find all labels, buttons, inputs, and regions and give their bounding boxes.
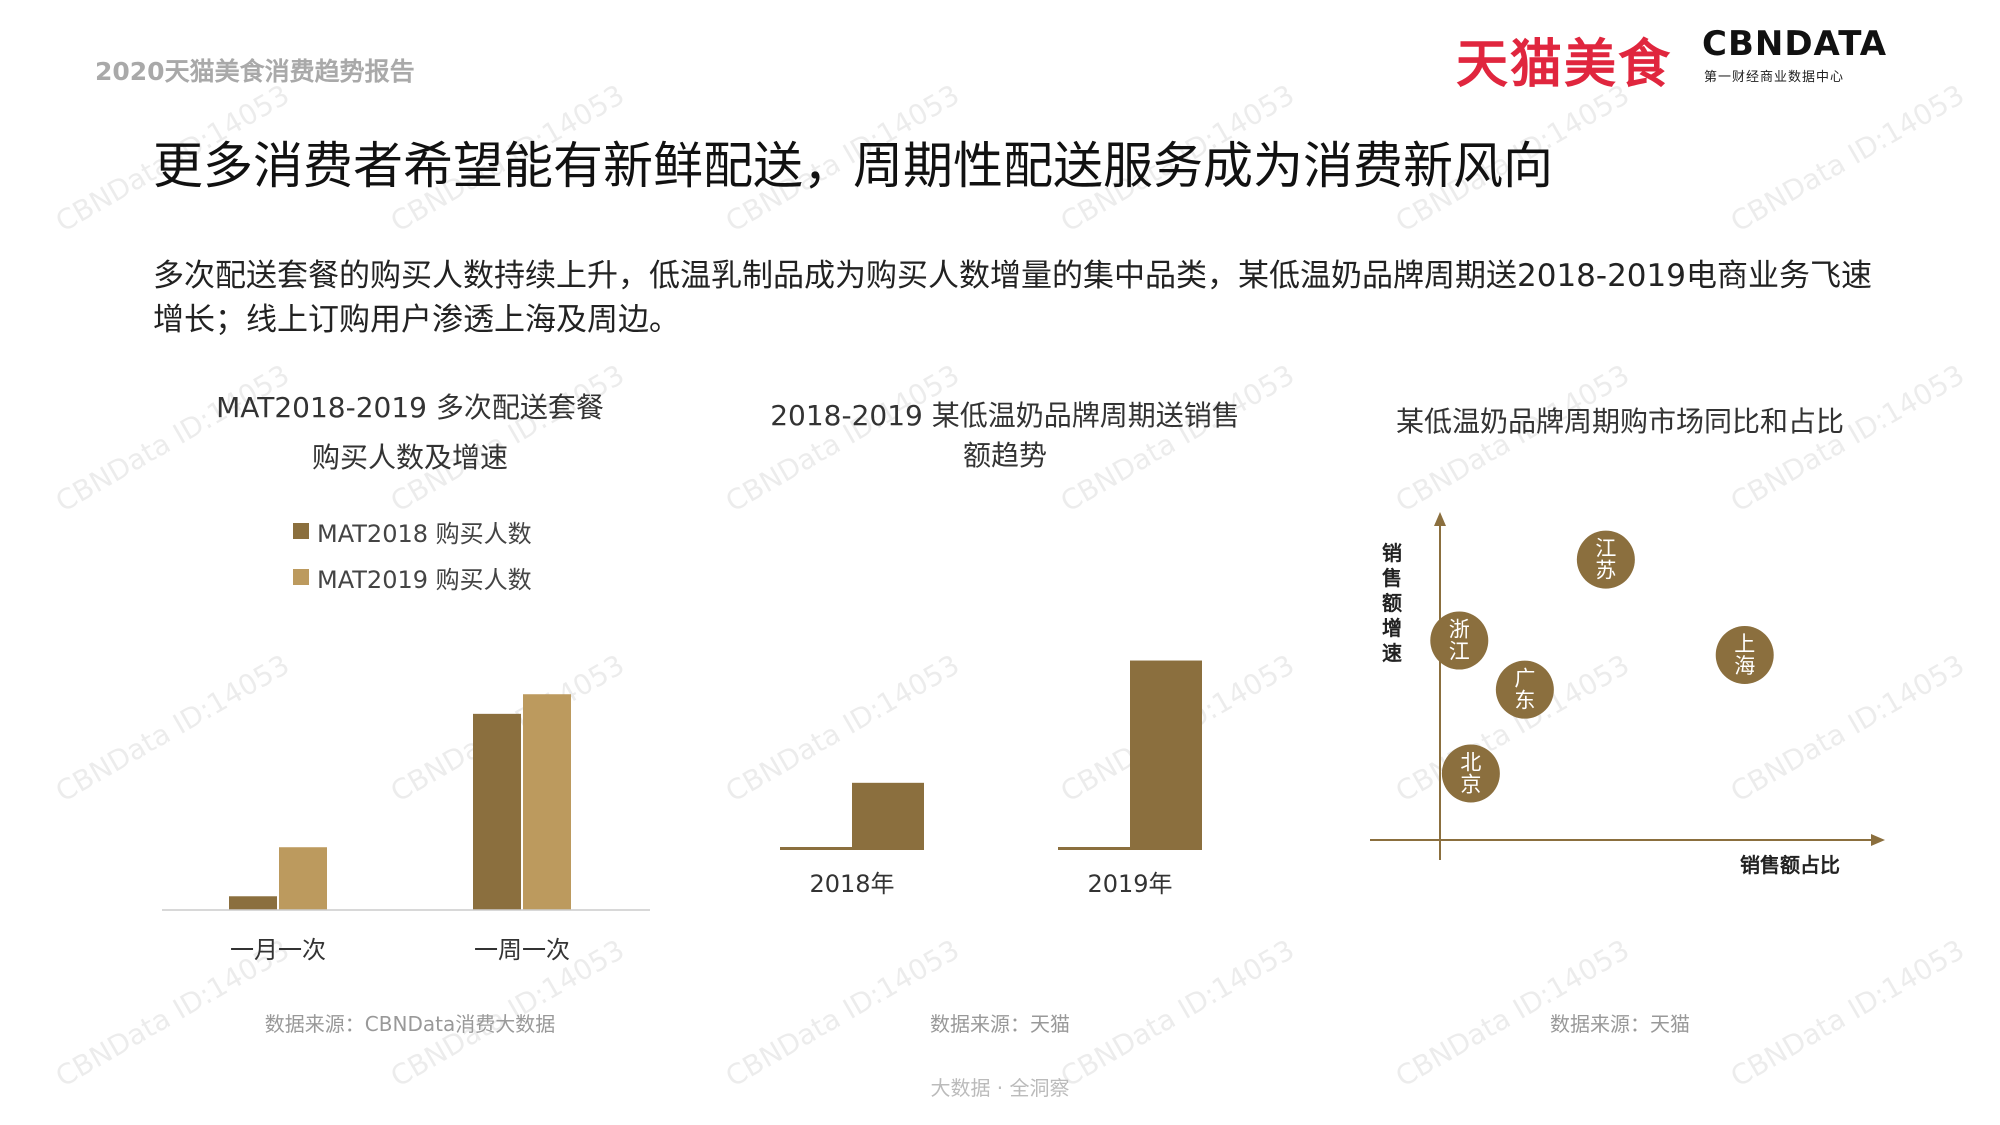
chart2-title: 2018-2019 某低温奶品牌周期送销售 额趋势 (755, 396, 1255, 476)
chart3-bubble (1495, 660, 1554, 719)
chart3-y-axis-label: 销售额增速 (1382, 541, 1402, 665)
chart1-bar (279, 847, 327, 910)
chart3-bubble (1441, 744, 1500, 803)
chart2-svg: 2018年 2019年 (780, 660, 1202, 898)
chart2-category-label: 2018年 (809, 870, 894, 898)
chart1-category-label: 一周一次 (474, 936, 570, 964)
chart1-bar (229, 896, 277, 910)
chart2-title-line2: 额趋势 (962, 439, 1047, 472)
chart2-title-line1: 2018-2019 某低温奶品牌周期送销售 (770, 399, 1240, 432)
chart1-legend: MAT2018 购买人数 MAT2019 购买人数 (293, 508, 532, 600)
cbndata-logo: CBNDATA (1702, 24, 1888, 64)
report-label: 2020天猫美食消费趋势报告 (95, 57, 415, 86)
cbndata-logo-subtitle: 第一财经商业数据中心 (1704, 70, 1845, 85)
watermark-text: CBNData ID:14053 (1725, 78, 1970, 239)
chart1-bar (523, 694, 571, 910)
chart2-bar (780, 847, 852, 850)
footer-slogan: 大数据 · 全洞察 (930, 1076, 1070, 1100)
chart3-x-axis-arrow (1871, 834, 1885, 846)
chart1-category-label: 一月一次 (230, 936, 326, 964)
chart1-legend-item-2018: MAT2018 购买人数 (293, 508, 532, 554)
chart2-bar (852, 782, 924, 850)
chart3-bubble-label: 广东 (1514, 667, 1535, 713)
chart3-bubble-label: 江苏 (1595, 537, 1616, 583)
chart1-title-line2: 购买人数及增速 (311, 441, 508, 474)
chart3-bubble (1576, 530, 1635, 589)
chart2-bar (1130, 660, 1202, 850)
legend-swatch-light (293, 569, 309, 585)
chart3-source: 数据来源：天猫 (1550, 1012, 1690, 1036)
chart3-y-axis-arrow (1434, 512, 1446, 526)
legend-swatch-dark (293, 523, 309, 539)
page-subtitle: 多次配送套餐的购买人数持续上升，低温乳制品成为购买人数增量的集中品类，某低温奶品… (153, 258, 1872, 338)
chart2-source: 数据来源：天猫 (930, 1012, 1070, 1036)
chart1-legend-label-2019: MAT2019 购买人数 (317, 565, 532, 594)
chart1-bar (473, 713, 521, 910)
chart1-source: 数据来源：CBNData消费大数据 (264, 1012, 556, 1036)
chart1-svg: 一月一次 一周一次 (162, 694, 650, 964)
chart1-title-line1: MAT2018-2019 多次配送套餐 (216, 391, 604, 424)
chart2-bar (1058, 847, 1130, 850)
chart3-bubble (1430, 611, 1489, 670)
chart3-title: 某低温奶品牌周期购市场同比和占比 (1395, 405, 1844, 438)
page-title: 更多消费者希望能有新鲜配送，周期性配送服务成为消费新风向 (153, 137, 1553, 195)
chart3-bubble-label: 上海 (1734, 632, 1755, 678)
chart1-title: MAT2018-2019 多次配送套餐 购买人数及增速 (160, 383, 660, 483)
chart3-bubble (1715, 625, 1774, 684)
chart1-legend-item-2019: MAT2019 购买人数 (293, 554, 532, 600)
tmall-food-logo: 天猫美食 (1456, 35, 1673, 95)
chart2-category-label: 2019年 (1087, 870, 1172, 898)
chart3-bubble-label: 北京 (1460, 751, 1481, 797)
chart1-legend-label-2018: MAT2018 购买人数 (317, 519, 532, 548)
chart3-x-axis-label: 销售额占比 (1740, 853, 1840, 877)
chart3-bubble-label: 浙江 (1449, 618, 1470, 664)
